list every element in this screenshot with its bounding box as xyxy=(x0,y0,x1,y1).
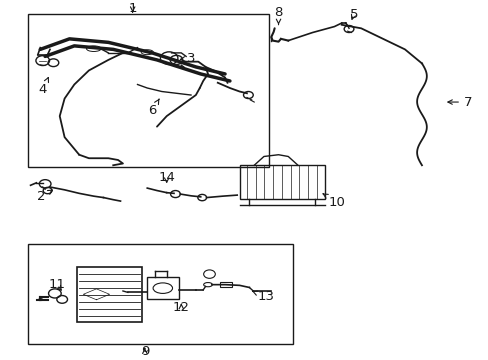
Text: 8: 8 xyxy=(274,6,282,24)
Text: 2: 2 xyxy=(37,190,52,203)
Text: 9: 9 xyxy=(141,345,149,358)
Bar xyxy=(77,267,142,321)
Text: 11: 11 xyxy=(49,278,66,291)
Text: 7: 7 xyxy=(447,95,471,109)
Bar xyxy=(28,244,292,345)
Text: 3: 3 xyxy=(180,51,195,65)
Text: 1: 1 xyxy=(128,3,137,15)
Bar xyxy=(28,14,268,167)
Text: 14: 14 xyxy=(158,171,175,184)
Bar xyxy=(239,165,324,199)
Text: 4: 4 xyxy=(39,77,48,96)
Text: 13: 13 xyxy=(252,291,274,303)
Bar xyxy=(220,282,232,288)
Text: 10: 10 xyxy=(323,194,345,209)
Text: 12: 12 xyxy=(172,301,189,314)
Text: 6: 6 xyxy=(148,99,159,117)
Text: 5: 5 xyxy=(349,8,357,21)
Bar xyxy=(147,276,179,300)
